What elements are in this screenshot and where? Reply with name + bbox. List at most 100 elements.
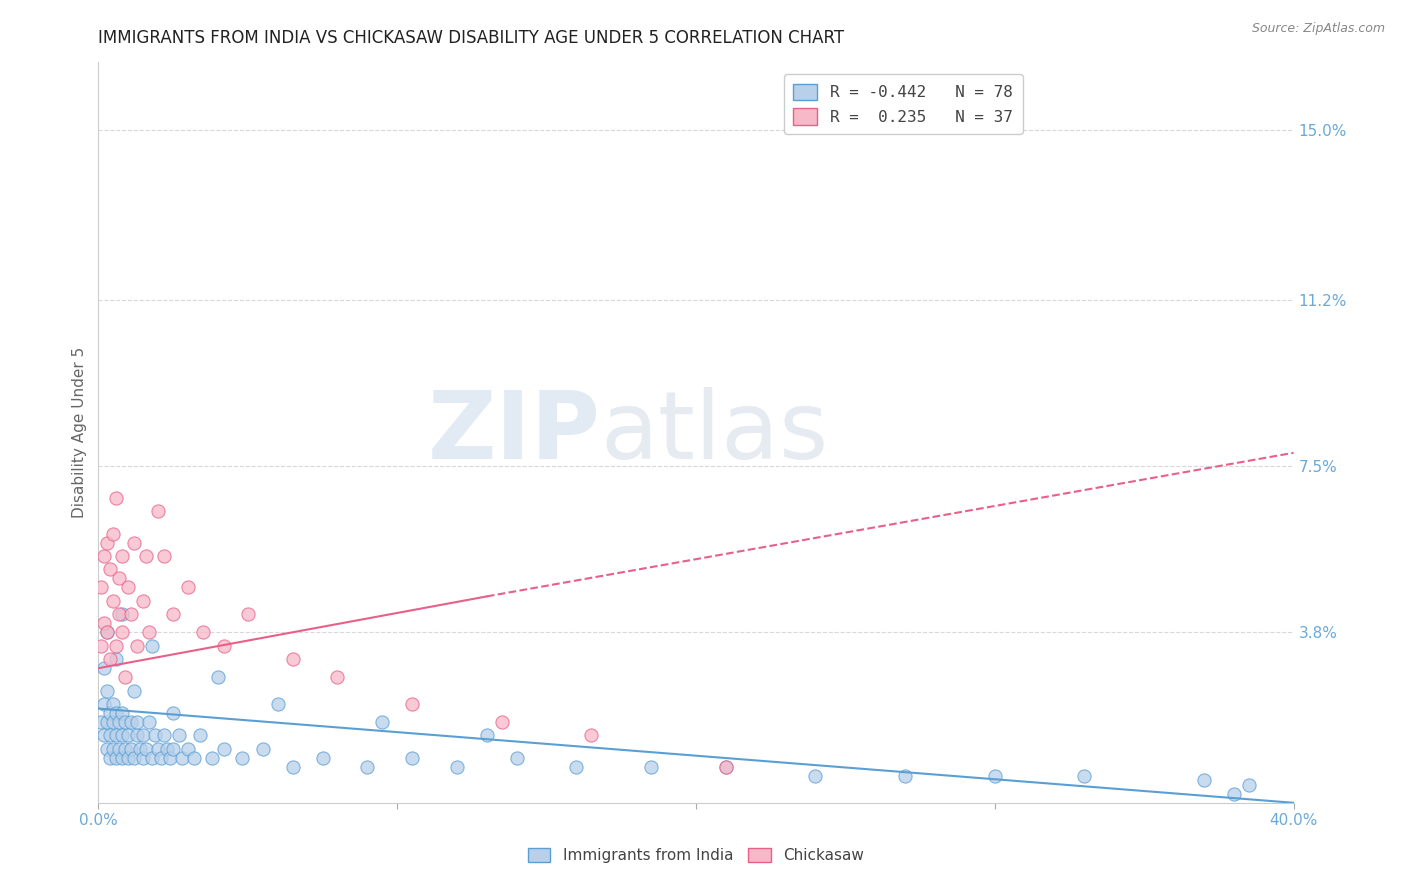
Point	[207, 670, 229, 684]
Legend: Immigrants from India, Chickasaw: Immigrants from India, Chickasaw	[522, 842, 870, 869]
Point	[111, 751, 134, 765]
Point	[98, 729, 122, 743]
Point	[1223, 787, 1246, 801]
Point	[212, 742, 235, 756]
Point	[103, 526, 125, 541]
Point	[108, 571, 131, 585]
Point	[98, 652, 122, 666]
Point	[236, 607, 259, 622]
Point	[159, 751, 181, 765]
Point	[114, 714, 136, 729]
Point	[90, 581, 112, 595]
Point	[90, 714, 112, 729]
Point	[267, 697, 290, 711]
Point	[401, 697, 423, 711]
Point	[111, 607, 134, 622]
Point	[103, 697, 125, 711]
Point	[93, 616, 115, 631]
Point	[1073, 769, 1095, 783]
Point	[581, 729, 603, 743]
Point	[124, 751, 146, 765]
Point	[506, 751, 529, 765]
Point	[105, 706, 128, 720]
Point	[108, 607, 131, 622]
Point	[127, 639, 149, 653]
Point	[98, 706, 122, 720]
Text: Source: ZipAtlas.com: Source: ZipAtlas.com	[1251, 22, 1385, 36]
Point	[141, 751, 163, 765]
Point	[281, 760, 304, 774]
Point	[177, 581, 200, 595]
Point	[96, 683, 118, 698]
Point	[105, 729, 128, 743]
Text: IMMIGRANTS FROM INDIA VS CHICKASAW DISABILITY AGE UNDER 5 CORRELATION CHART: IMMIGRANTS FROM INDIA VS CHICKASAW DISAB…	[98, 29, 845, 47]
Point	[108, 742, 131, 756]
Point	[124, 683, 146, 698]
Point	[117, 581, 139, 595]
Point	[93, 549, 115, 563]
Point	[201, 751, 224, 765]
Point	[141, 639, 163, 653]
Point	[252, 742, 274, 756]
Point	[212, 639, 235, 653]
Point	[120, 714, 142, 729]
Point	[356, 760, 378, 774]
Point	[117, 751, 139, 765]
Point	[984, 769, 1007, 783]
Point	[103, 594, 125, 608]
Point	[1237, 778, 1260, 792]
Point	[98, 562, 122, 576]
Point	[371, 714, 394, 729]
Point	[96, 625, 118, 640]
Point	[114, 670, 136, 684]
Point	[894, 769, 917, 783]
Point	[311, 751, 333, 765]
Point	[132, 751, 155, 765]
Point	[117, 729, 139, 743]
Point	[132, 729, 155, 743]
Point	[153, 729, 176, 743]
Point	[105, 639, 128, 653]
Point	[177, 742, 200, 756]
Point	[326, 670, 349, 684]
Point	[150, 751, 173, 765]
Point	[135, 742, 157, 756]
Point	[129, 742, 152, 756]
Point	[148, 742, 170, 756]
Point	[138, 625, 160, 640]
Point	[172, 751, 194, 765]
Point	[111, 549, 134, 563]
Point	[153, 549, 176, 563]
Point	[138, 714, 160, 729]
Point	[640, 760, 662, 774]
Point	[103, 714, 125, 729]
Point	[162, 742, 184, 756]
Point	[1192, 773, 1215, 788]
Point	[111, 729, 134, 743]
Point	[96, 742, 118, 756]
Point	[132, 594, 155, 608]
Point	[491, 714, 513, 729]
Point	[98, 751, 122, 765]
Point	[108, 714, 131, 729]
Point	[446, 760, 468, 774]
Text: ZIP: ZIP	[427, 386, 600, 479]
Point	[111, 706, 134, 720]
Point	[127, 714, 149, 729]
Point	[90, 639, 112, 653]
Point	[183, 751, 205, 765]
Point	[127, 729, 149, 743]
Point	[96, 714, 118, 729]
Point	[191, 625, 214, 640]
Point	[475, 729, 498, 743]
Point	[124, 535, 146, 549]
Point	[167, 729, 190, 743]
Point	[111, 625, 134, 640]
Point	[103, 742, 125, 756]
Point	[162, 607, 184, 622]
Point	[231, 751, 253, 765]
Point	[143, 729, 166, 743]
Point	[148, 504, 170, 518]
Point	[114, 742, 136, 756]
Y-axis label: Disability Age Under 5: Disability Age Under 5	[72, 347, 87, 518]
